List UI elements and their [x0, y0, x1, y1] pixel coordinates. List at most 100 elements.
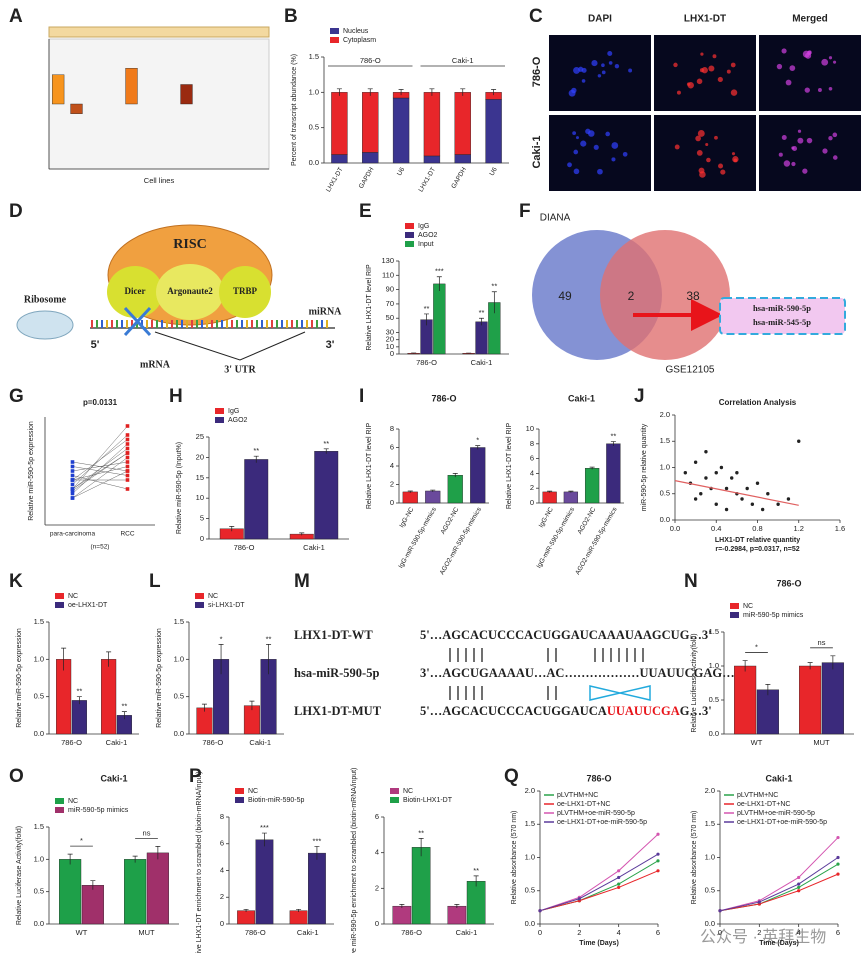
row-label: 786-O	[531, 56, 543, 87]
mutation-cross	[589, 685, 651, 701]
point	[750, 502, 755, 506]
error-bar	[452, 473, 458, 478]
cell	[697, 130, 705, 137]
y-tick-label: 1.0	[705, 852, 715, 861]
y-tick-label: 0	[375, 919, 379, 928]
x-tick-label: U6	[396, 166, 406, 177]
error-bar	[479, 317, 484, 326]
legend-swatch	[730, 603, 739, 609]
pair-line	[72, 470, 128, 499]
chart-title: 786-O	[586, 773, 611, 783]
cell	[614, 63, 620, 69]
x-tick-label: 1.6	[835, 524, 845, 533]
cell	[608, 61, 613, 65]
x-tick-label: 4	[797, 928, 801, 937]
y-tick-label: 4	[375, 848, 379, 857]
y-tick-label: 2.0	[705, 786, 715, 795]
legend-label: Biotin-miR-590-5p	[248, 797, 305, 804]
bar	[423, 92, 441, 157]
panel-letter: G	[9, 386, 24, 407]
x-tick-label: U6	[489, 166, 499, 177]
error-bar	[742, 660, 748, 672]
significance: **	[424, 304, 430, 313]
micrograph	[549, 115, 651, 191]
bar	[606, 443, 621, 504]
point	[836, 862, 840, 866]
sequence-part: 5'…AGCACUCCCACUGGAUCA	[420, 704, 607, 718]
point	[766, 492, 770, 496]
cell	[833, 60, 837, 64]
point	[693, 460, 698, 464]
point	[125, 433, 130, 437]
point	[745, 486, 749, 491]
panel-letter: L	[149, 571, 161, 592]
cell	[611, 142, 619, 149]
legend-swatch	[215, 408, 224, 414]
bar	[799, 665, 822, 735]
cell	[720, 169, 726, 175]
error-bar	[491, 89, 497, 96]
cell	[605, 131, 610, 137]
y-tick-label: 2	[390, 479, 394, 488]
x-tick-label: 786-O	[202, 738, 223, 747]
plot-background	[48, 38, 270, 170]
y-tick-label: 1.0	[34, 654, 44, 663]
cell	[712, 54, 717, 59]
point	[70, 489, 75, 493]
significance: **	[473, 866, 479, 875]
y-tick-label: 15	[196, 473, 204, 482]
error-bar	[765, 684, 771, 696]
legend-label: oe-LHX1-DT+NC	[557, 801, 611, 808]
legend-label: pLVTHM+oe-miR-590-5p	[737, 810, 815, 817]
legend-label: pLVTHM+NC	[557, 792, 598, 799]
bar	[244, 459, 269, 540]
legend-swatch	[330, 37, 339, 43]
point	[836, 872, 840, 876]
x-tick-label: MUT	[138, 928, 155, 937]
y-tick-label: 4	[530, 468, 534, 477]
x-tick-label: GAPDH	[450, 166, 468, 190]
legend-label: NC	[403, 788, 413, 795]
mrna-label: mRNA	[140, 359, 171, 370]
point	[125, 487, 130, 491]
chart-title: Caki-1	[568, 393, 595, 403]
y-tick-label: 30	[386, 328, 394, 337]
point	[125, 478, 130, 482]
result: hsa-miR-590-5p	[753, 303, 811, 313]
cell	[797, 137, 804, 144]
point	[656, 859, 660, 863]
error-bar	[121, 711, 127, 720]
bar	[485, 99, 502, 164]
legend-label: oe-LHX1-DT+NC	[737, 801, 791, 808]
bar	[180, 84, 193, 105]
error-bar	[418, 838, 424, 857]
cell	[567, 162, 572, 168]
error-bar	[61, 647, 67, 671]
legend-swatch	[55, 593, 64, 599]
cell	[700, 52, 704, 56]
y-tick-label: 0.5	[660, 489, 670, 498]
cell	[730, 89, 738, 96]
y-tick-label: 4	[220, 865, 224, 874]
point	[786, 497, 791, 501]
chart-title: Caki-1	[100, 773, 127, 783]
legend-swatch	[405, 232, 414, 238]
x-axis-label: Time (Days)	[759, 940, 799, 947]
x-tick-label: AGO2-NC	[576, 506, 597, 535]
bar	[411, 847, 431, 925]
significance: **	[418, 828, 424, 837]
significance: **	[253, 446, 259, 455]
y-tick-label: 110	[382, 270, 394, 279]
five-prime: 5'	[91, 339, 100, 351]
cell	[778, 152, 783, 157]
cell	[726, 69, 731, 74]
x-tick-label: 786-O	[61, 738, 82, 747]
overlap-count: 2	[628, 289, 635, 303]
bar	[59, 859, 82, 925]
y-tick-label: 70	[386, 299, 394, 308]
cell	[580, 140, 587, 147]
point	[538, 909, 542, 913]
y-axis-label: Relative miR-590-5p expression	[16, 628, 23, 728]
bar	[124, 859, 147, 925]
